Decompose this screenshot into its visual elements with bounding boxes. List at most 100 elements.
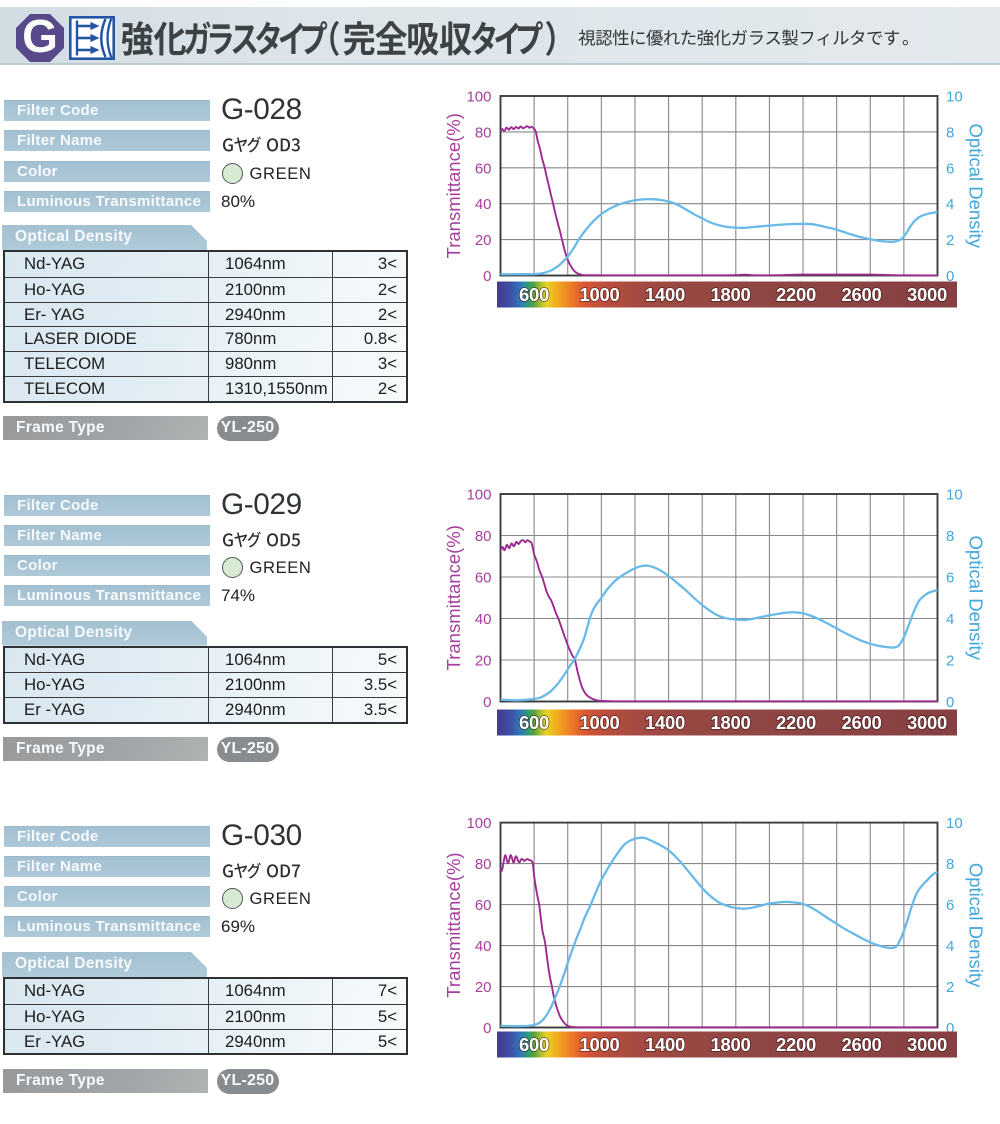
curve-transmittance (499, 125, 938, 277)
od-table-cell-wavelength: 2940nm (208, 1029, 332, 1054)
plot-border (499, 95, 939, 277)
tick-label: 80 (475, 124, 492, 141)
od-table-cell-laser: Ho-YAG (24, 1006, 86, 1026)
luminous-transmittance-label-bar: Luminous Transmittance (4, 584, 210, 606)
filter-code-label-bar: Filter Code (4, 100, 210, 122)
tick-label: 8 (946, 856, 954, 873)
od-table-cell-laser: Er -YAG (24, 1031, 86, 1051)
od-table-cell-density: 5< (332, 647, 406, 673)
tick-label: 0 (483, 1020, 491, 1037)
color-label: Color (17, 888, 58, 906)
right-axis-title: Optical Density (966, 863, 987, 988)
tick-label: 2 (946, 232, 954, 249)
tick-label: 6 (946, 570, 954, 587)
laser-filter-icon (69, 16, 115, 60)
tick-label: 20 (475, 979, 492, 996)
optical-density-header-bar: Optical Density (2, 952, 207, 977)
tick-label: 20 (475, 232, 492, 249)
green-color-swatch (222, 162, 243, 184)
optical-density-label: Optical Density (15, 623, 133, 641)
tick-label: 8 (946, 124, 954, 141)
wavelength-tick-label: 1000 (580, 712, 620, 733)
left-axis-title: Transmittance(%) (443, 113, 464, 258)
filter-section-g028: Filter Code Filter Name Color Luminous T… (0, 95, 440, 445)
od-table-row: Ho-YAG 2100nm 5< (5, 1003, 406, 1029)
wavelength-tick-label: 2600 (842, 712, 882, 733)
wavelength-tick-label: 3000 (907, 284, 947, 305)
wavelength-spectrum-bar (497, 709, 957, 736)
od-table-cell-wavelength: 1064nm (208, 647, 332, 673)
wavelength-tick-label: 1000 (580, 1034, 620, 1055)
tick-label: 60 (475, 570, 492, 587)
color-label: Color (17, 556, 58, 574)
tick-label: 10 (946, 815, 963, 832)
tick-label: 60 (475, 160, 492, 177)
od-table-cell-wavelength: 2100nm (208, 673, 332, 698)
od-table-cell-wavelength: 980nm (208, 352, 332, 376)
wavelength-tick-label: 2200 (776, 1034, 816, 1055)
optical-density-label: Optical Density (15, 955, 133, 972)
tick-label: 0 (483, 694, 491, 711)
od-table-cell-density: 5< (332, 1029, 406, 1054)
optical-density-header-bar: Optical Density (2, 620, 207, 646)
od-table-cell-density: 7< (332, 979, 406, 1004)
wavelength-spectrum-bar (497, 281, 957, 308)
plot-border (499, 821, 939, 1029)
frame-type-value-pill: YL-250 (216, 736, 279, 762)
tick-label: 2 (946, 979, 954, 996)
wavelength-tick-label: 600 (519, 1034, 549, 1055)
od-table-row: LASER DIODE 780nm 0.8< (5, 326, 406, 352)
filter-code-label: Filter Code (17, 496, 99, 514)
wavelength-tick-label: 1400 (645, 712, 685, 733)
color-label-bar: Color (4, 160, 210, 182)
luminous-transmittance-value: 69% (221, 917, 256, 937)
tick-label: 20 (475, 653, 492, 670)
tick-label: 8 (946, 528, 954, 545)
optical-density-table: Nd-YAG 1064nm 3< Ho-YAG 2100nm 2< Er- YA… (3, 249, 408, 403)
od-table-cell-wavelength: 2100nm (208, 1004, 332, 1029)
curve-transmittance (499, 854, 938, 1029)
od-table-row: Er -YAG 2940nm 5< (5, 1028, 406, 1054)
wavelength-tick-label: 1800 (711, 1034, 751, 1055)
luminous-transmittance-label-bar: Luminous Transmittance (4, 916, 210, 938)
right-axis-title: Optical Density (966, 124, 987, 249)
filter-code-value: G-030 (221, 819, 302, 852)
tick-label: 6 (946, 897, 954, 914)
frame-type-label-bar: Frame Type (3, 736, 208, 761)
frame-type-label: Frame Type (16, 1071, 105, 1089)
od-table-cell-wavelength: 2100nm (208, 277, 332, 302)
tick-label: 0 (483, 268, 491, 285)
tick-label: 40 (475, 938, 492, 955)
tick-label: 100 (466, 815, 491, 832)
frame-type-label: Frame Type (16, 739, 105, 757)
optical-density-table: Nd-YAG 1064nm 5< Ho-YAG 2100nm 3.5< Er -… (3, 645, 408, 724)
wavelength-tick-label: 600 (519, 284, 549, 305)
tick-label: 6 (946, 160, 954, 177)
page-subtitle (578, 29, 908, 46)
od-table-row: Nd-YAG 1064nm 5< (5, 647, 406, 673)
color-label-bar: Color (4, 886, 210, 908)
optical-density-header-bar: Optical Density (2, 224, 207, 250)
page-title (121, 20, 555, 56)
od-table-cell-wavelength: 1064nm (208, 251, 332, 277)
filter-name-label: Filter Name (17, 858, 102, 876)
filter-section-g029: Filter Code Filter Name Color Luminous T… (0, 489, 440, 840)
g-badge-octagon-icon (16, 14, 64, 62)
od-table-cell-wavelength: 1310,1550nm (208, 376, 332, 401)
filter-name-label-bar: Filter Name (4, 524, 210, 546)
color-value: GREEN (249, 163, 312, 183)
header-band (0, 7, 1000, 65)
tick-label: 100 (466, 487, 491, 504)
lens-curve (100, 18, 107, 58)
tick-label: 10 (946, 487, 963, 504)
wavelength-tick-label: 1400 (645, 284, 685, 305)
wavelength-tick-label: 1800 (711, 284, 751, 305)
od-table-row: Nd-YAG 1064nm 3< (5, 251, 406, 277)
od-table-cell-density: 3.5< (332, 698, 406, 722)
luminous-transmittance-value: 74% (221, 585, 256, 605)
wavelength-tick-label: 600 (519, 712, 549, 733)
